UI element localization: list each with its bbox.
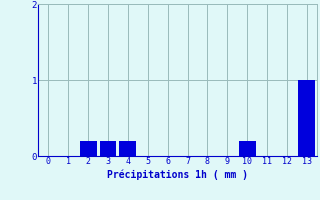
X-axis label: Précipitations 1h ( mm ): Précipitations 1h ( mm ) <box>107 169 248 180</box>
Bar <box>119 141 136 156</box>
Bar <box>299 80 315 156</box>
Bar <box>239 141 256 156</box>
Bar <box>80 141 97 156</box>
Bar <box>100 141 116 156</box>
